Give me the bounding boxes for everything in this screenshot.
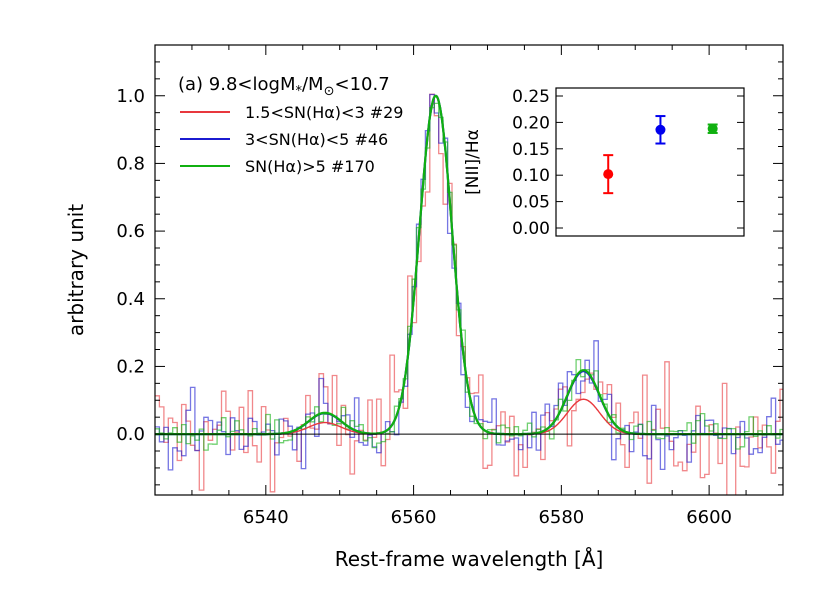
y-tick-label: 0.6	[116, 221, 145, 242]
y-tick-label: 0.0	[116, 424, 145, 445]
inset-points	[603, 115, 718, 195]
inset-y-tick-label: 0.05	[512, 193, 550, 213]
y-tick-label: 1.0	[116, 86, 145, 107]
spectrum-1	[155, 93, 783, 495]
inset-y-tick-label: 0.15	[512, 140, 550, 160]
y-axis-label: arbitrary unit	[64, 204, 88, 336]
inset-y-tick-label: 0.00	[512, 219, 550, 239]
legend-entry: SN(Hα)>5 #170	[245, 157, 375, 176]
inset-point	[603, 169, 614, 180]
inset-y-tick-label: 0.25	[512, 87, 550, 107]
main-plot: 6540 6560 6580 6600 0.0 0.2 0.4 0.6 0.8 1.0 Rest…	[64, 44, 784, 571]
plot-frame	[154, 44, 784, 496]
x-tick-label: 6540	[243, 507, 289, 528]
y-tick-label: 0.4	[116, 289, 145, 310]
legend-entry: 1.5<SN(Hα)<3 #29	[245, 103, 403, 122]
x-axis-label: Rest-frame wavelength [Å]	[335, 547, 604, 571]
legend-entry: 3<SN(Hα)<5 #46	[245, 130, 388, 149]
panel-annotation: (a) 9.8<logM*/M⊙<10.7	[178, 74, 390, 99]
inset-y-axis-ticks: 0.25 0.20 0.15 0.10 0.05 0.00	[512, 87, 744, 239]
inset-plot: 0.25 0.20 0.15 0.10 0.05 0.00 [NII]/Hα	[463, 87, 745, 239]
x-tick-label: 6600	[686, 507, 732, 528]
inset-point	[655, 124, 666, 135]
y-tick-label: 0.8	[116, 153, 145, 174]
inset-y-axis-label: [NII]/Hα	[463, 129, 483, 195]
inset-y-tick-label: 0.10	[512, 166, 550, 186]
y-axis-ticks: 0.0 0.2 0.4 0.6 0.8 1.0	[116, 61, 783, 486]
inset-point	[707, 123, 718, 134]
x-tick-label: 6560	[391, 507, 437, 528]
legend: 1.5<SN(Hα)<3 #29 3<SN(Hα)<5 #46 SN(Hα)>5 #…	[180, 103, 403, 176]
y-tick-label: 0.2	[116, 356, 145, 377]
x-tick-label: 6580	[538, 507, 584, 528]
x-axis-ticks: 6540 6560 6580 6600	[191, 45, 784, 528]
inset-y-tick-label: 0.20	[512, 113, 550, 133]
inset-frame	[555, 87, 745, 237]
